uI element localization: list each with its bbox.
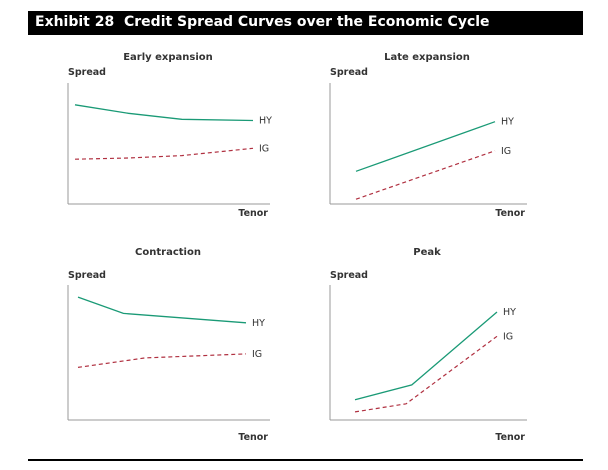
early-expansion-series-label-ig: IG xyxy=(259,143,269,154)
peak-series-label-ig: IG xyxy=(503,331,513,342)
contraction-series-label-hy: HY xyxy=(252,318,265,329)
late-expansion-series-ig xyxy=(355,150,496,200)
contraction-x-axis-label: Tenor xyxy=(238,432,268,443)
late-expansion-chart-title: Late expansion xyxy=(384,52,470,63)
late-expansion-series-label-hy: HY xyxy=(501,117,514,128)
peak-series-label-hy: HY xyxy=(503,307,516,318)
contraction-series-label-ig: IG xyxy=(252,349,262,360)
early-expansion-x-axis-label: Tenor xyxy=(238,208,268,219)
exhibit-header: Exhibit 28 Credit Spread Curves over the… xyxy=(28,11,583,35)
contraction-series-ig xyxy=(77,353,247,368)
exhibit-title: Credit Spread Curves over the Economic C… xyxy=(124,14,490,30)
late-expansion-series-hy xyxy=(355,121,496,172)
exhibit-number: Exhibit 28 xyxy=(35,14,115,30)
peak-chart-title: Peak xyxy=(413,247,441,258)
contraction-y-axis-label: Spread xyxy=(68,270,106,281)
early-expansion-series-label-hy: HY xyxy=(259,116,272,127)
peak-y-axis-label: Spread xyxy=(330,270,368,281)
bottom-rule xyxy=(28,459,583,461)
contraction-chart-title: Contraction xyxy=(135,247,201,258)
early-expansion-y-axis-label: Spread xyxy=(68,67,106,78)
peak-series-ig xyxy=(354,335,498,413)
early-expansion-chart-title: Early expansion xyxy=(123,52,213,63)
peak-series-hy xyxy=(354,311,498,401)
late-expansion-x-axis-label: Tenor xyxy=(495,208,525,219)
peak-x-axis-label: Tenor xyxy=(495,432,525,443)
early-expansion-series-hy xyxy=(74,104,254,122)
late-expansion-series-label-ig: IG xyxy=(501,146,511,157)
contraction-series-hy xyxy=(77,296,247,324)
late-expansion-y-axis-label: Spread xyxy=(330,67,368,78)
early-expansion-series-ig xyxy=(74,147,254,160)
